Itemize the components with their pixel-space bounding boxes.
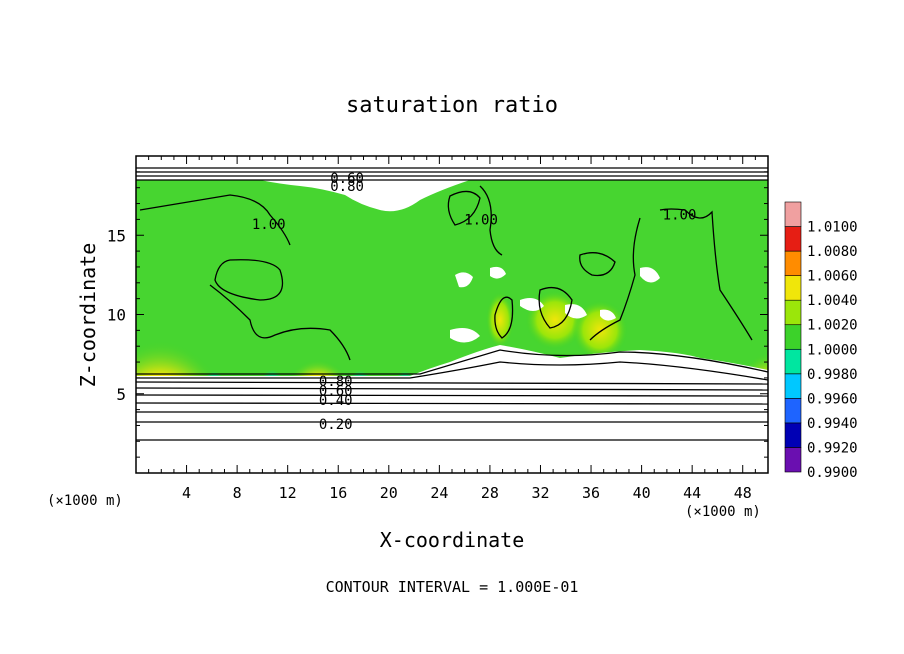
x-axis-label: X-coordinate	[380, 528, 525, 552]
colorbar: 0.9900 0.9920 0.9940 0.9960 0.9980 1.0000 1.00…	[784, 201, 858, 481]
dry-blobs	[450, 266, 660, 343]
moist-layer	[136, 180, 768, 376]
colorbar-label: 0.9940	[807, 416, 858, 432]
colorbar-swatch	[784, 447, 802, 473]
x-tick-label: 20	[380, 484, 398, 502]
x-tick-label: 28	[481, 484, 499, 502]
colorbar-swatch	[784, 299, 802, 326]
x-tick-label: 24	[430, 484, 448, 502]
supersat-core-1	[486, 292, 514, 348]
x-tick-label: 36	[582, 484, 600, 502]
colorbar-label: 1.0080	[807, 244, 858, 260]
contour-label: 0.80	[330, 179, 364, 195]
y-tick-label: 5	[116, 385, 126, 404]
x-tick-label: 4	[182, 484, 191, 502]
x-tick-label: 48	[734, 484, 752, 502]
contour-label: 1.00	[464, 212, 498, 228]
dry-lower-region	[136, 345, 768, 473]
colorbar-label: 0.9980	[807, 367, 858, 383]
colorbar-label: 0.9900	[807, 465, 858, 481]
contour-label: 1.00	[663, 208, 697, 224]
y-axis-label: Z-coordinate	[76, 243, 100, 388]
x-tick-label: 12	[279, 484, 297, 502]
colorbar-label: 1.0100	[807, 220, 858, 236]
colorbar-swatch	[784, 275, 802, 301]
contour-label: 0.80	[319, 374, 353, 390]
x-tick-label: 40	[633, 484, 651, 502]
y-tick-label: 15	[107, 226, 126, 245]
x-tick-label: 32	[531, 484, 549, 502]
moist-layer-light	[136, 180, 768, 376]
dry-intrusion-top	[260, 180, 470, 212]
colorbar-swatch	[784, 226, 802, 252]
colorbar-swatch	[784, 324, 802, 350]
x-tick-label: 44	[683, 484, 701, 502]
x-tick-label: 8	[233, 484, 242, 502]
colorbar-label: 1.0000	[807, 342, 858, 358]
colorbar-swatch	[784, 373, 802, 399]
contour-lines	[136, 167, 768, 441]
colorbar-label: 0.9920	[807, 440, 858, 456]
x-tick-label: 16	[329, 484, 347, 502]
x-unit-left: (×1000 m)	[47, 493, 123, 509]
contour-label: 0.60	[330, 171, 364, 187]
contour-interval-note: CONTOUR INTERVAL = 1.000E-01	[326, 578, 579, 596]
colorbar-swatch	[784, 348, 802, 375]
colorbar-label: 1.0040	[807, 293, 858, 309]
colorbar-label: 1.0060	[807, 269, 858, 285]
contour-label: 0.20	[319, 417, 353, 433]
colorbar-swatch	[784, 201, 802, 227]
contour-label: 0.60	[319, 384, 353, 400]
plot-field: 0.600.801.00 1.00 1.000.800.600.400.20	[136, 156, 768, 473]
chart-title: saturation ratio	[346, 93, 558, 118]
contour-label: 1.00	[252, 217, 286, 233]
contour-labels: 0.600.801.00 1.00 1.000.800.600.400.20	[252, 171, 697, 433]
colorbar-swatch	[784, 250, 802, 276]
x-unit-right: (×1000 m)	[685, 504, 761, 520]
colorbar-label: 0.9960	[807, 391, 858, 407]
colorbar-swatch	[784, 422, 802, 448]
colorbar-swatch	[784, 398, 802, 424]
colorbar-label: 1.0020	[807, 318, 858, 334]
contour-label: 0.40	[319, 393, 353, 409]
y-tick-label: 10	[107, 306, 126, 325]
